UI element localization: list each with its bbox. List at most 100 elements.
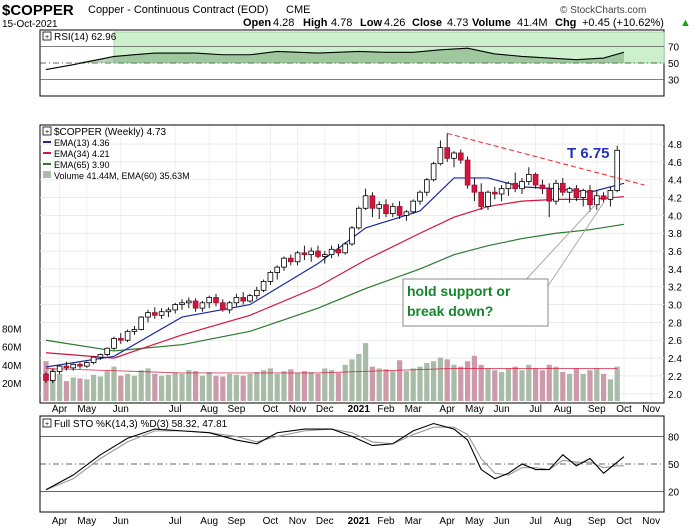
volume-bar: [152, 373, 158, 401]
x-axis-label: 2021: [348, 404, 371, 415]
price-tick-label: 2.6: [668, 336, 682, 347]
legend-price: $COPPER (Weekly) 4.73: [54, 127, 167, 138]
open-label: Open: [243, 17, 271, 29]
x-axis-label: May: [465, 404, 484, 415]
candle-up: [185, 300, 192, 304]
callout-pointer: [547, 201, 605, 287]
chg-label: Chg: [555, 17, 576, 29]
candle-down: [77, 363, 83, 367]
chart-description: Copper - Continuous Contract (EOD): [88, 4, 268, 16]
candle-up: [389, 206, 396, 215]
candle-down: [63, 365, 70, 369]
volume-bar: [295, 372, 301, 401]
candle-down: [573, 188, 580, 198]
sto-panel: 80 50 20: [40, 422, 680, 499]
candle-down: [151, 312, 158, 316]
sto-tick-label: 50: [668, 460, 680, 471]
candle-down: [444, 147, 450, 159]
sto-label: + Full STO %K(14,3) %D(3) 58.32, 47.81: [42, 418, 228, 430]
candle-down: [335, 248, 342, 254]
candle-up: [349, 227, 355, 245]
candle-up: [308, 250, 314, 256]
target-label: T 6.75: [567, 145, 610, 162]
x-axis-label: Oct: [616, 404, 632, 415]
price-tick-label: 3.4: [668, 265, 682, 276]
price-tick-label: 3.2: [668, 283, 682, 294]
volume-bar: [363, 343, 369, 401]
candle-up: [328, 248, 335, 256]
x-axis-label: Aug: [200, 404, 218, 415]
x-axis-label: 2021: [348, 516, 371, 527]
candle-up: [580, 190, 586, 198]
candle-up: [355, 207, 362, 229]
chart-exchange: CME: [286, 4, 310, 16]
x-axis-label: Apr: [439, 516, 455, 527]
candle-up: [131, 329, 138, 332]
volume-label: Volume: [472, 17, 511, 29]
price-tick-label: 3.0: [668, 301, 682, 312]
candle-up: [519, 181, 525, 190]
x-axis-label: Nov: [289, 516, 307, 527]
ohlc-readout: Open 4.28 High 4.78 Low 4.26 Close 4.73 …: [243, 17, 691, 29]
volume-bar: [131, 375, 137, 401]
candle-up: [403, 211, 410, 216]
volume-bar: [111, 366, 117, 401]
volume-bar: [349, 359, 355, 401]
rsi-label-text: RSI(14) 62.96: [54, 32, 117, 43]
candle-up: [553, 182, 559, 202]
chart-annotations: [447, 132, 645, 287]
candle-up: [56, 365, 63, 372]
chart-date: 15-Oct-2021: [2, 19, 58, 30]
price-tick-label: 4.8: [668, 140, 682, 151]
price-legend: + $COPPER (Weekly) 4.73 EMA(13) 4.36 EMA…: [42, 126, 190, 181]
volume-bar: [91, 374, 97, 401]
price-tick-label: 4.6: [668, 158, 682, 169]
x-axis-label: May: [77, 404, 96, 415]
volume-bar: [471, 355, 477, 401]
volume-bar: [403, 371, 409, 401]
candle-up: [281, 257, 287, 268]
volume-bar: [560, 372, 566, 401]
candle-down: [512, 182, 518, 190]
x-axis-label: Sep: [228, 404, 246, 415]
volume-bar: [84, 379, 90, 401]
volume-bar: [329, 370, 335, 401]
candle-down: [192, 300, 199, 309]
candle-up: [90, 356, 97, 363]
volume-bar: [145, 368, 151, 401]
x-axis-label: Nov: [289, 404, 307, 415]
x-axis-label: Feb: [377, 404, 395, 415]
candle-up: [199, 302, 206, 309]
candle-down: [315, 250, 321, 257]
close-label: Close: [412, 17, 442, 29]
candle-up: [362, 195, 369, 209]
volume-bar: [70, 377, 76, 401]
legend-ema34: EMA(34) 4.21: [54, 149, 110, 159]
price-tick-label: 2.8: [668, 318, 682, 329]
svg-text:+: +: [45, 34, 49, 41]
candle-up: [376, 204, 382, 209]
volume-bar: [138, 370, 144, 401]
candle-up: [158, 311, 165, 316]
sto-tick-label: 80: [668, 432, 680, 443]
rsi-tick-label: 70: [668, 43, 680, 54]
candle-down: [219, 302, 226, 311]
candle-up: [233, 297, 240, 304]
chg-value: +0.45 (+10.62%): [582, 17, 664, 29]
candle-up: [70, 363, 77, 369]
price-panel-frame: [39, 124, 665, 404]
candle-down: [383, 204, 389, 215]
volume-bar: [485, 368, 491, 401]
candle-up: [179, 302, 185, 305]
candle-up: [247, 295, 253, 302]
volume-bar: [322, 368, 328, 401]
candle-down: [213, 297, 219, 304]
candle-up: [124, 330, 131, 341]
rsi-line: [45, 47, 625, 71]
candle-down: [539, 184, 546, 190]
x-axis-label: Feb: [377, 516, 395, 527]
volume-bar: [594, 368, 600, 401]
x-axis-label: Jun: [494, 404, 510, 415]
rsi-label: + RSI(14) 62.96: [42, 31, 117, 43]
volume-bar: [281, 371, 287, 401]
